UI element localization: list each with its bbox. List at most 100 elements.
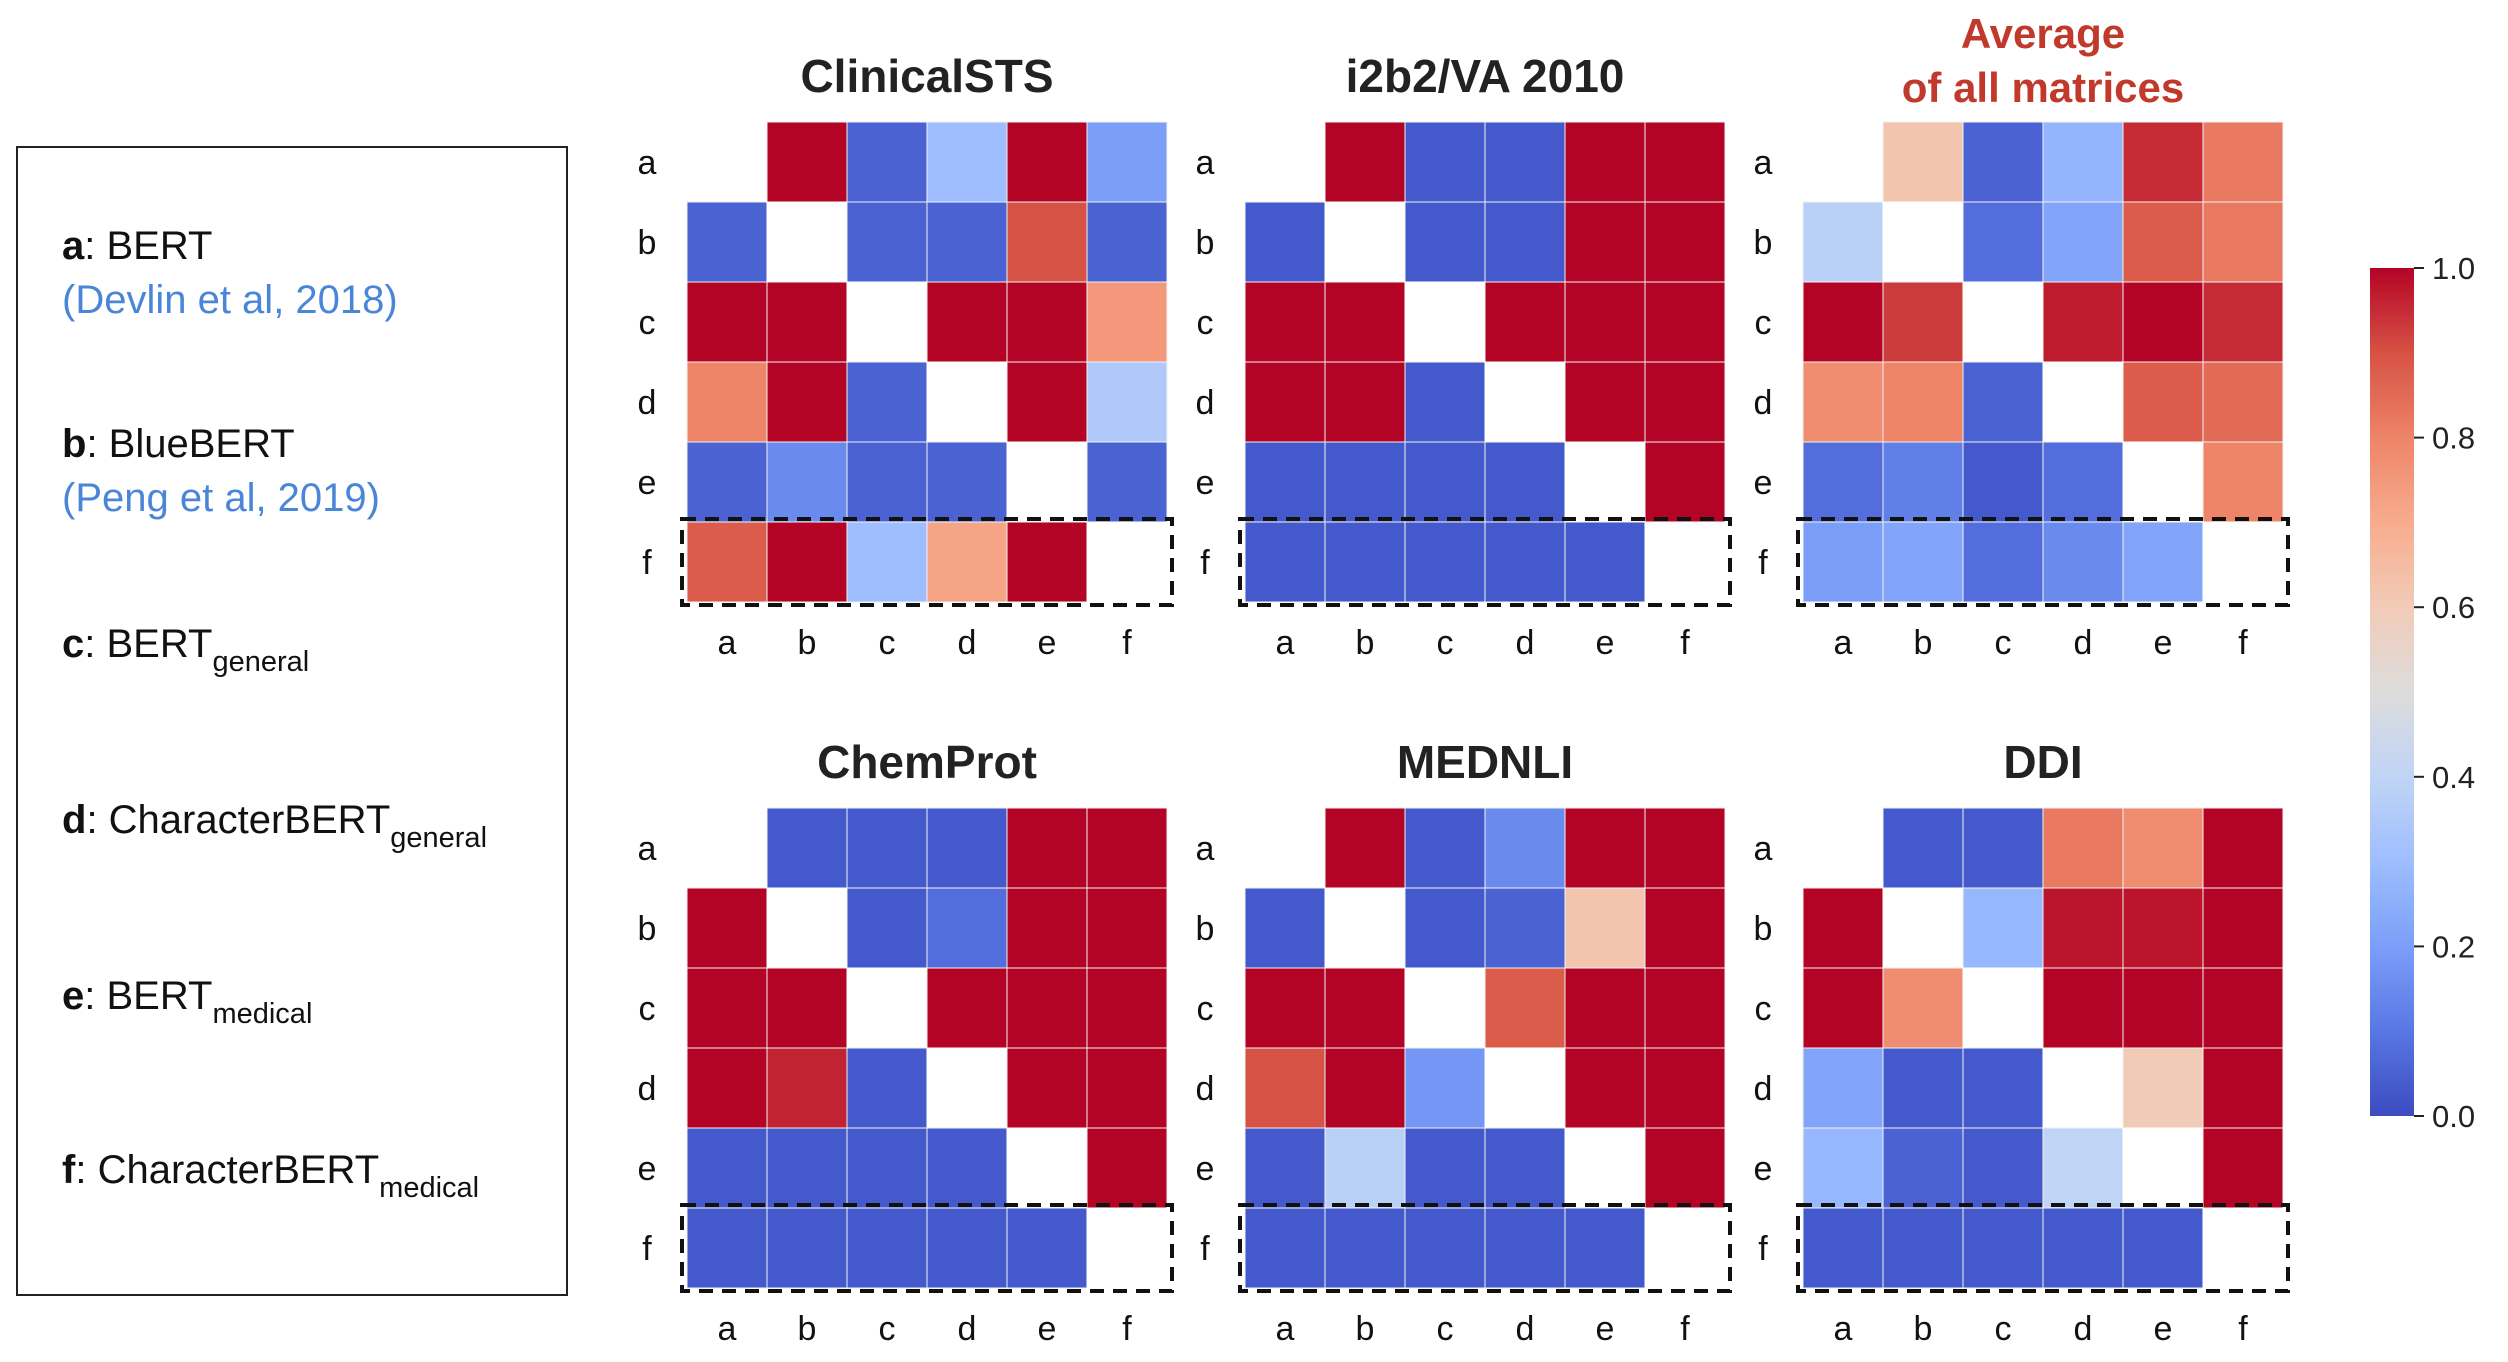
heatmap-cell	[1644, 361, 1726, 443]
row-tick-label: d	[1754, 384, 1773, 422]
heatmap-cell	[2042, 1207, 2124, 1289]
heatmap-cell	[1006, 1207, 1088, 1289]
heatmap-cell	[1564, 967, 1646, 1049]
heatmap-cell	[1086, 1047, 1168, 1129]
row-tick-label: b	[1754, 224, 1773, 262]
heatmap-cell	[1324, 441, 1406, 523]
col-tick-label: f	[1680, 1310, 1690, 1348]
heatmap-cell	[1404, 807, 1486, 889]
row-tick-label: d	[1754, 1070, 1773, 1108]
heatmap-cell	[1244, 441, 1326, 523]
heatmap-cell	[1324, 121, 1406, 203]
heatmap-cell	[1324, 1127, 1406, 1209]
heatmap-cell	[1404, 1127, 1486, 1209]
heatmap-cell	[1324, 887, 1406, 969]
heatmap-cell	[1244, 967, 1326, 1049]
highlight-row-box	[1238, 517, 1732, 607]
legend-key: d	[62, 798, 87, 842]
heatmap-cell	[846, 807, 928, 889]
col-tick-label: e	[2154, 1310, 2173, 1348]
heatmap-cell	[926, 521, 1008, 603]
heatmap-cell	[1882, 1127, 1964, 1209]
heatmap-cell	[1006, 1047, 1088, 1129]
heatmap-cell	[686, 121, 768, 203]
heatmap-cell	[1006, 441, 1088, 523]
heatmap-cell	[2202, 361, 2284, 443]
col-tick-label: c	[1437, 1310, 1454, 1348]
heatmap-cell	[1882, 887, 1964, 969]
heatmap-cell	[926, 281, 1008, 363]
heatmap-cell	[1484, 967, 1566, 1049]
heatmap-cell	[1404, 201, 1486, 283]
heatmap-cell	[1244, 1047, 1326, 1129]
heatmap-cell	[2042, 441, 2124, 523]
heatmap-cell	[2202, 121, 2284, 203]
heatmap-cell	[1882, 521, 1964, 603]
heatmap-cell	[846, 1207, 928, 1289]
heatmap-cell	[1962, 807, 2044, 889]
chart-title: MEDNLI	[1397, 736, 1573, 788]
heatmap-cell	[686, 967, 768, 1049]
colorbar: 0.0 0.2 0.4 0.6 0.8 1.0	[2370, 251, 2475, 1134]
col-tick-label: a	[1834, 1310, 1853, 1348]
heatmap-cell	[1324, 281, 1406, 363]
heatmap-cell	[1086, 281, 1168, 363]
heatmap-cell	[1802, 521, 1884, 603]
heatmap-cell	[1882, 1207, 1964, 1289]
legend-key: c	[62, 622, 85, 666]
legend-model-subscript: medical	[379, 1172, 480, 1204]
col-tick-label: b	[1914, 1310, 1933, 1348]
col-tick-label: e	[1596, 1310, 1615, 1348]
row-tick-label: b	[1196, 224, 1215, 262]
heatmap-cell	[846, 887, 928, 969]
heatmap-cell	[1086, 361, 1168, 443]
heatmap-cell	[1324, 1047, 1406, 1129]
row-tick-label: d	[638, 1070, 657, 1108]
heatmap-cell	[926, 807, 1008, 889]
highlight-row-box	[680, 517, 1174, 607]
legend-model-subscript: medical	[212, 998, 313, 1030]
legend-separator: :	[84, 622, 107, 666]
heatmap-cell	[1006, 967, 1088, 1049]
heatmap-cell	[1404, 281, 1486, 363]
heatmap-cell	[766, 521, 848, 603]
heatmap-cell	[1882, 281, 1964, 363]
row-tick-label: f	[1758, 544, 1768, 582]
heatmap-cell	[2122, 201, 2204, 283]
heatmap-cell	[2042, 1127, 2124, 1209]
heatmap-cell	[1564, 1047, 1646, 1129]
heatmap-cell	[1006, 361, 1088, 443]
heatmap-cell	[686, 441, 768, 523]
row-tick-label: f	[642, 544, 652, 582]
heatmap-cell	[2042, 887, 2124, 969]
heatmap-cell	[2122, 967, 2204, 1049]
col-tick-label: c	[879, 624, 896, 662]
heatmap-cell	[1962, 967, 2044, 1049]
heatmap-cell	[1324, 1207, 1406, 1289]
col-tick-label: d	[958, 624, 977, 662]
heatmap-cell	[1244, 361, 1326, 443]
heatmap-cell	[2122, 121, 2204, 203]
heatmap-cell	[1086, 201, 1168, 283]
row-tick-label: e	[638, 464, 657, 502]
heatmap-cell	[1324, 361, 1406, 443]
row-tick-label: e	[1754, 1150, 1773, 1188]
legend-model-name: CharacterBERT	[97, 1148, 380, 1192]
col-tick-label: e	[1596, 624, 1615, 662]
heatmap-cell	[846, 201, 928, 283]
legend-separator: :	[86, 798, 109, 842]
heatmap-cell	[2122, 361, 2204, 443]
row-tick-label: a	[638, 144, 657, 182]
row-tick-label: b	[638, 910, 657, 948]
heatmap-cell	[1564, 121, 1646, 203]
heatmap-cell	[1644, 281, 1726, 363]
heatmap-cell	[2042, 121, 2124, 203]
heatmap-cell	[1644, 441, 1726, 523]
heatmap-cell	[1882, 967, 1964, 1049]
heatmap-cell	[1644, 1047, 1726, 1129]
heatmap-cell	[1086, 807, 1168, 889]
legend-separator: :	[75, 1148, 98, 1192]
heatmap-cell	[2042, 201, 2124, 283]
legend-item-c: c: BERTgeneral	[62, 620, 309, 677]
